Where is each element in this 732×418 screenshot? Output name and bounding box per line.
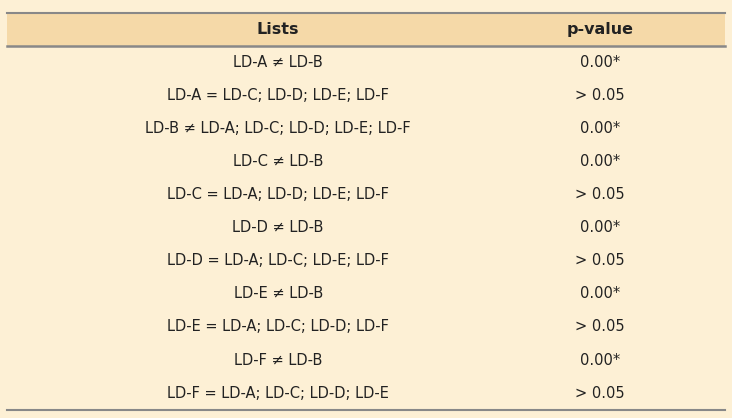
Text: LD-D = LD-A; LD-C; LD-E; LD-F: LD-D = LD-A; LD-C; LD-E; LD-F [167,253,389,268]
Text: > 0.05: > 0.05 [575,253,625,268]
Text: 0.00*: 0.00* [580,352,620,367]
Text: LD-C ≠ LD-B: LD-C ≠ LD-B [233,154,324,169]
Text: LD-E ≠ LD-B: LD-E ≠ LD-B [234,286,323,301]
Text: p-value: p-value [567,22,634,37]
Text: > 0.05: > 0.05 [575,187,625,202]
Text: Lists: Lists [257,22,299,37]
Text: LD-E = LD-A; LD-C; LD-D; LD-F: LD-E = LD-A; LD-C; LD-D; LD-F [167,319,389,334]
Text: 0.00*: 0.00* [580,286,620,301]
Text: LD-A = LD-C; LD-D; LD-E; LD-F: LD-A = LD-C; LD-D; LD-E; LD-F [167,88,389,103]
Text: LD-D ≠ LD-B: LD-D ≠ LD-B [233,220,324,235]
Text: > 0.05: > 0.05 [575,88,625,103]
Bar [7,13,725,46]
Text: LD-A ≠ LD-B: LD-A ≠ LD-B [234,55,323,70]
Text: 0.00*: 0.00* [580,220,620,235]
Text: > 0.05: > 0.05 [575,319,625,334]
Text: LD-F ≠ LD-B: LD-F ≠ LD-B [234,352,322,367]
Text: 0.00*: 0.00* [580,154,620,169]
Text: LD-B ≠ LD-A; LD-C; LD-D; LD-E; LD-F: LD-B ≠ LD-A; LD-C; LD-D; LD-E; LD-F [146,121,411,136]
Text: LD-F = LD-A; LD-C; LD-D; LD-E: LD-F = LD-A; LD-C; LD-D; LD-E [167,385,389,400]
Text: 0.00*: 0.00* [580,121,620,136]
Text: LD-C = LD-A; LD-D; LD-E; LD-F: LD-C = LD-A; LD-D; LD-E; LD-F [167,187,389,202]
Text: > 0.05: > 0.05 [575,385,625,400]
Text: 0.00*: 0.00* [580,55,620,70]
